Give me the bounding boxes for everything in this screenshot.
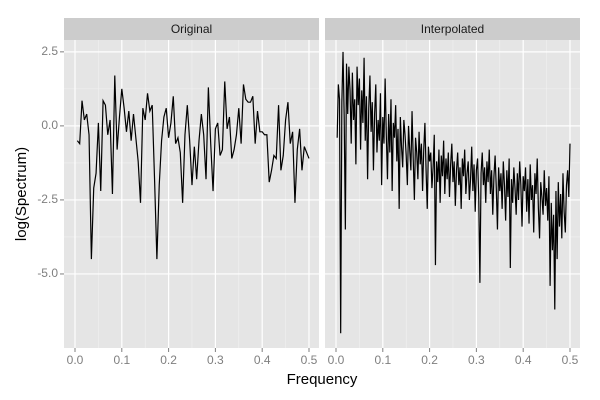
y-tick-label: -5.0 (37, 266, 58, 280)
x-tick-label: 0.2 (160, 353, 177, 367)
x-tick-label: 0.1 (374, 353, 391, 367)
strip-background (325, 18, 580, 40)
x-tick-label: 0.1 (113, 353, 130, 367)
x-tick-label: 0.4 (254, 353, 271, 367)
x-axis-title: Frequency (287, 371, 358, 388)
y-axis-title: log(Spectrum) (13, 147, 30, 241)
data-line (336, 51, 571, 334)
strip-label: Original (171, 22, 212, 36)
x-tick-label: 0.4 (515, 353, 532, 367)
x-tick-label: 0.5 (301, 353, 318, 367)
x-tick-label: 0.0 (328, 353, 345, 367)
x-tick-label: 0.3 (207, 353, 224, 367)
panel-background (64, 40, 319, 348)
y-tick-label: 2.5 (41, 44, 58, 58)
x-tick-label: 0.3 (468, 353, 485, 367)
data-line (76, 75, 310, 260)
strip-background (64, 18, 319, 40)
strip-label: Interpolated (421, 22, 484, 36)
y-tick-label: -2.5 (37, 192, 58, 206)
y-tick-label: 0.0 (41, 118, 58, 132)
x-tick-label: 0.5 (562, 353, 579, 367)
x-tick-label: 0.2 (421, 353, 438, 367)
x-tick-label: 0.0 (67, 353, 84, 367)
